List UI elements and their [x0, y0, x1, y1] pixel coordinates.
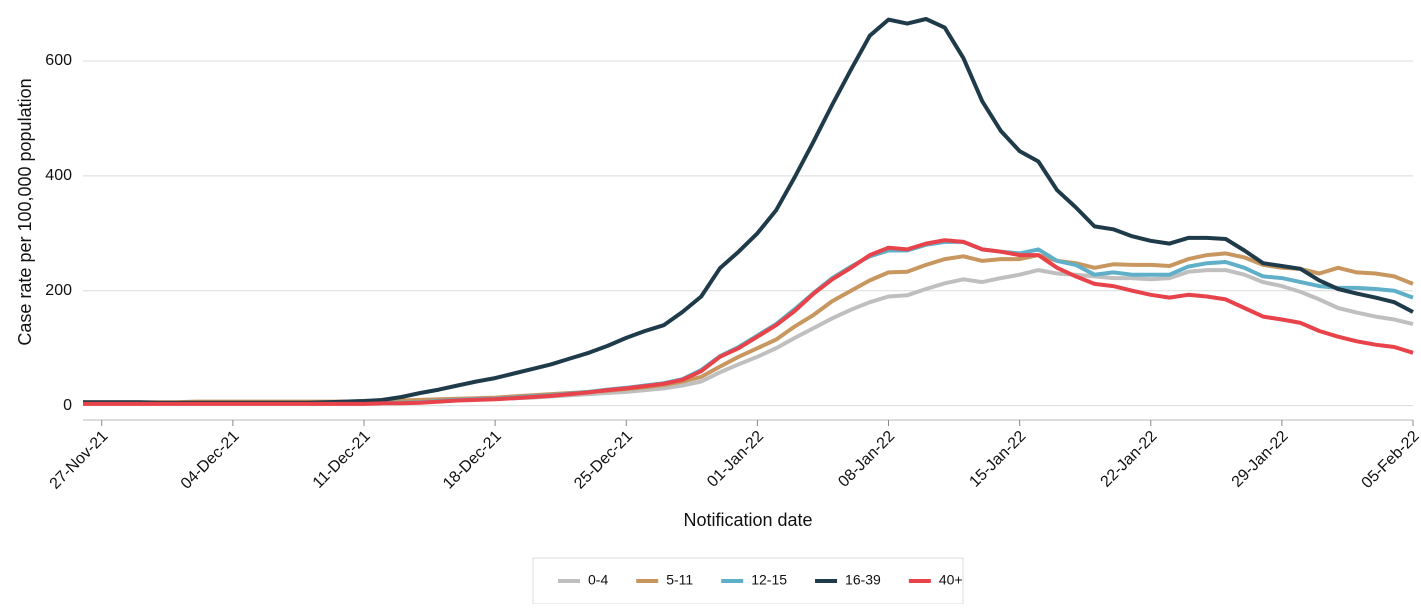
y-axis-title: Case rate per 100,000 population: [15, 78, 35, 345]
x-tick-label: 15-Jan-22: [966, 428, 1029, 491]
y-tick-label: 200: [45, 282, 72, 299]
x-tick-label: 04-Dec-21: [178, 428, 243, 493]
x-axis-title: Notification date: [683, 510, 812, 530]
series-line: [83, 239, 1414, 406]
legend-label: 5-11: [666, 572, 693, 588]
series-line: [83, 238, 1414, 406]
x-tick-label: 25-Dec-21: [571, 428, 636, 493]
legend-label: 12-15: [751, 572, 787, 588]
x-tick-label: 18-Dec-21: [440, 428, 505, 493]
series-line: [83, 17, 1414, 405]
x-tick-label: 01-Jan-22: [704, 428, 767, 491]
y-tick-label: 0: [63, 397, 72, 414]
y-tick-label: 600: [45, 52, 72, 69]
x-tick-label: 22-Jan-22: [1098, 428, 1161, 491]
x-tick-label: 29-Jan-22: [1229, 428, 1292, 491]
y-tick-label: 400: [45, 167, 72, 184]
x-tick-label: 11-Dec-21: [310, 428, 374, 492]
series-line: [83, 251, 1414, 405]
legend-label: 0-4: [588, 572, 608, 588]
series-line: [83, 268, 1414, 405]
x-tick-label: 05-Feb-22: [1359, 428, 1421, 492]
legend-label: 16-39: [845, 572, 881, 588]
x-tick-label: 08-Jan-22: [835, 428, 898, 491]
legend-label: 40+: [939, 572, 963, 588]
x-tick-label: 27-Nov-21: [47, 428, 112, 493]
